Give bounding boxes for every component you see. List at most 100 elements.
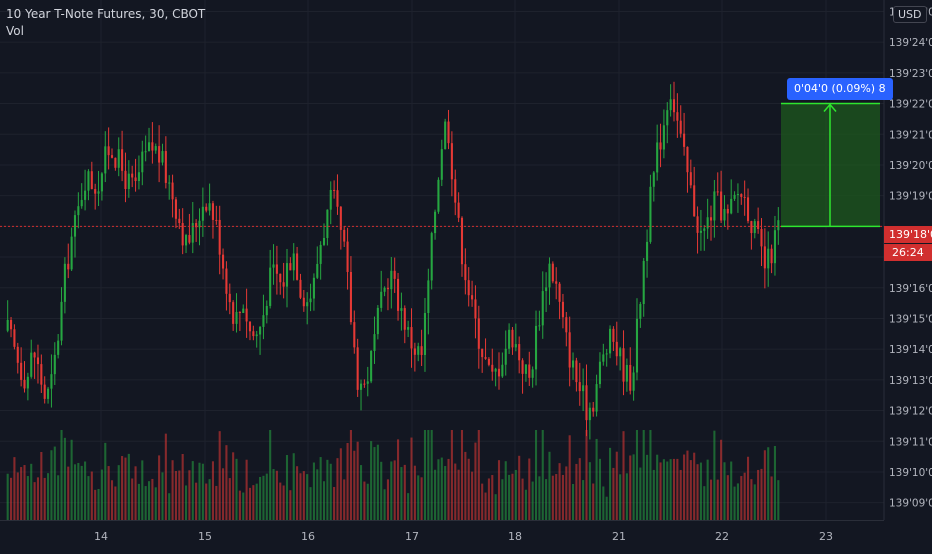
volume-bar xyxy=(47,473,50,520)
candle-body xyxy=(339,206,342,230)
candle-body xyxy=(746,197,750,222)
volume-bar xyxy=(588,462,591,520)
volume-bar xyxy=(561,474,564,520)
candle-body xyxy=(541,291,544,326)
candle-body xyxy=(706,217,709,229)
volume-bar xyxy=(302,471,305,520)
volume-bar xyxy=(329,463,332,520)
volume-bar xyxy=(285,455,289,520)
candle-body xyxy=(669,99,672,111)
candle-body xyxy=(309,298,312,303)
volume-bar xyxy=(84,461,87,520)
volume-bar xyxy=(531,481,534,520)
candle-body xyxy=(181,223,184,246)
candle-body xyxy=(40,364,43,385)
volume-bar xyxy=(477,430,480,520)
candle-body xyxy=(723,208,726,221)
candle-body xyxy=(457,202,460,218)
candle-body xyxy=(686,146,689,173)
volume-bar xyxy=(215,485,218,520)
candle-body xyxy=(481,348,484,358)
volume-bar xyxy=(740,476,743,520)
candle-body xyxy=(26,376,29,389)
volume-bar xyxy=(541,430,544,520)
candle-body xyxy=(124,170,127,190)
candle-body xyxy=(736,194,739,196)
candle-body xyxy=(319,244,322,264)
candle-body xyxy=(84,190,87,200)
volume-bar xyxy=(555,474,558,520)
volume-bar xyxy=(736,483,739,520)
candle-body xyxy=(464,264,467,281)
candle-body xyxy=(659,142,662,150)
volume-bar xyxy=(662,459,665,520)
currency-button[interactable]: USD xyxy=(893,6,927,23)
volume-bar xyxy=(380,461,383,520)
candle-body xyxy=(137,172,140,182)
volume-bar xyxy=(124,457,127,520)
candle-body xyxy=(238,311,241,314)
candle-body xyxy=(649,186,652,242)
volume-bar xyxy=(686,450,689,520)
candle-body xyxy=(228,293,231,303)
volume-bar xyxy=(716,479,719,520)
volume-bar xyxy=(235,458,238,520)
volume-bar xyxy=(269,430,272,520)
volume-bar xyxy=(30,463,33,520)
price-tick-label: 139'24'0 xyxy=(889,37,932,49)
volume-bar xyxy=(656,454,659,520)
volume-bar xyxy=(437,459,440,520)
volume-bar xyxy=(770,476,773,520)
volume-bar xyxy=(53,446,56,520)
volume-bar xyxy=(602,486,605,520)
candle-body xyxy=(195,223,198,228)
volume-bar xyxy=(393,460,396,520)
volume-bar xyxy=(440,457,443,520)
candle-body xyxy=(575,360,578,383)
candle-body xyxy=(720,191,723,221)
volume-bar xyxy=(430,430,433,520)
candle-body xyxy=(689,172,692,186)
volume-bar xyxy=(713,430,716,520)
volume-bar xyxy=(26,476,29,520)
candle-body xyxy=(312,277,315,299)
volume-bar xyxy=(508,474,511,520)
candle-body xyxy=(410,327,413,349)
candle-body xyxy=(70,236,73,270)
volume-bar xyxy=(259,476,262,520)
volume-bar xyxy=(218,431,221,520)
candle-body xyxy=(215,219,218,221)
candle-body xyxy=(521,360,524,374)
candle-body xyxy=(353,322,356,348)
volume-bar xyxy=(252,485,255,520)
candle-body xyxy=(390,270,393,290)
volume-bar xyxy=(487,478,490,520)
candle-body xyxy=(679,120,682,134)
candle-body xyxy=(625,364,628,382)
measure-label: 0'04'0 (0.09%) 8 xyxy=(787,78,893,100)
volume-bar xyxy=(6,473,9,520)
candle-body xyxy=(255,334,258,337)
candle-body xyxy=(444,121,447,150)
volume-bar xyxy=(343,479,346,520)
candle-body xyxy=(370,350,373,382)
volume-bar xyxy=(127,453,130,520)
candle-body xyxy=(672,99,676,113)
candle-body xyxy=(242,308,245,314)
candle-body xyxy=(393,270,396,279)
candle-body xyxy=(30,352,33,377)
candle-body xyxy=(716,191,719,193)
candle-body xyxy=(713,191,716,221)
time-tick-label: 15 xyxy=(198,530,212,543)
volume-bar xyxy=(491,475,494,520)
candle-body xyxy=(484,357,487,359)
time-axis[interactable] xyxy=(0,521,884,550)
volume-bar xyxy=(184,485,188,520)
volume-bar xyxy=(767,447,770,520)
volume-bar xyxy=(481,483,484,520)
candle-body xyxy=(279,273,282,283)
volume-bar xyxy=(413,465,416,520)
candle-body xyxy=(413,348,416,355)
volume-bar xyxy=(174,470,177,520)
